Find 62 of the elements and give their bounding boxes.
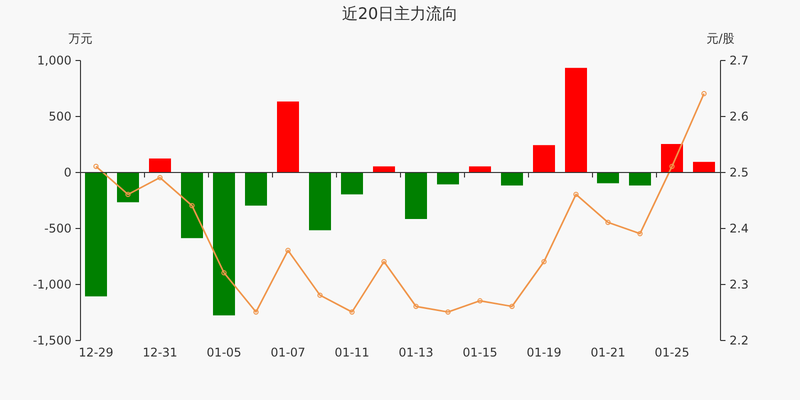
y-tick-label: 500 (48, 110, 72, 124)
y-tick-label: -500 (44, 222, 72, 236)
point (317, 292, 323, 298)
point (253, 309, 259, 315)
point (157, 174, 163, 180)
point (285, 248, 291, 254)
bar (277, 101, 299, 172)
y-tick-label: 0 (64, 166, 72, 180)
y2-tick-label: 2.3 (730, 278, 749, 292)
y2-tick-label: 2.5 (730, 166, 749, 180)
point (669, 164, 675, 170)
x-tick-label: 01-05 (206, 346, 242, 360)
y-axis-title: 万元 (68, 32, 92, 46)
bar (85, 172, 107, 296)
x-tick-label: 01-19 (526, 346, 562, 360)
bar (181, 172, 203, 238)
y2-tick-label: 2.4 (730, 222, 749, 236)
y-tick-label: 1,000 (37, 54, 72, 68)
bar (341, 172, 363, 194)
point (125, 192, 131, 198)
point (445, 309, 451, 315)
point (189, 202, 195, 208)
point (573, 192, 579, 198)
x-tick-label: 01-25 (654, 346, 690, 360)
bar (213, 172, 235, 316)
bar (661, 144, 683, 172)
y2-tick-label: 2.2 (730, 334, 749, 348)
point (509, 304, 515, 310)
bar (693, 162, 715, 172)
x-tick-label: 01-15 (462, 346, 498, 360)
bar (533, 145, 555, 172)
x-tick-label: 12-31 (142, 346, 178, 360)
x-tick-label: 01-11 (334, 346, 370, 360)
y2-tick-label: 2.6 (730, 110, 749, 124)
y-tick-label: -1,000 (32, 278, 72, 292)
bar (501, 172, 523, 186)
point (477, 298, 483, 304)
bar (373, 166, 395, 172)
point (541, 258, 547, 264)
bar (469, 166, 491, 172)
bar (437, 172, 459, 184)
bar (629, 172, 651, 186)
y2-tick-label: 2.7 (730, 54, 749, 68)
bar (149, 158, 171, 172)
chart-title: 近20日主力流向 (342, 4, 458, 23)
y2-axis-title: 元/股 (706, 32, 735, 46)
y-tick-label: -1,500 (32, 334, 72, 348)
point (605, 220, 611, 226)
x-tick-label: 01-21 (590, 346, 626, 360)
point (637, 230, 643, 236)
bar (117, 172, 139, 202)
x-tick-label: 12-29 (78, 346, 114, 360)
x-tick-label: 01-13 (398, 346, 434, 360)
point (349, 309, 355, 315)
x-tick-label: 01-07 (270, 346, 306, 360)
bar (405, 172, 427, 220)
point (381, 258, 387, 264)
bar (245, 172, 267, 206)
point (413, 304, 419, 310)
bar (565, 68, 587, 172)
point (221, 270, 227, 276)
bar (309, 172, 331, 230)
